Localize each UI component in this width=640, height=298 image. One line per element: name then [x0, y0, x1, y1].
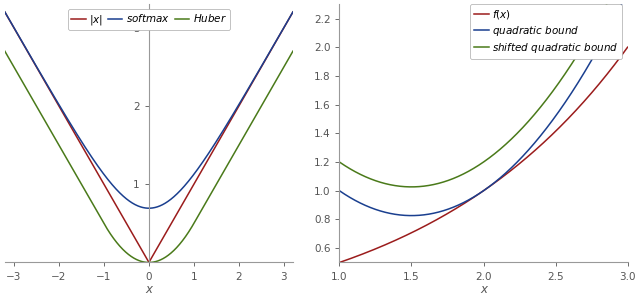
- X-axis label: x: x: [145, 283, 152, 296]
- X-axis label: x: x: [480, 283, 487, 296]
- Legend: $|x|$, $softmax$, $Huber$: $|x|$, $softmax$, $Huber$: [68, 9, 230, 30]
- Legend: $f(x)$, $quadratic\ bound$, $shifted\ quadratic\ bound$: $f(x)$, $quadratic\ bound$, $shifted\ qu…: [470, 4, 622, 59]
